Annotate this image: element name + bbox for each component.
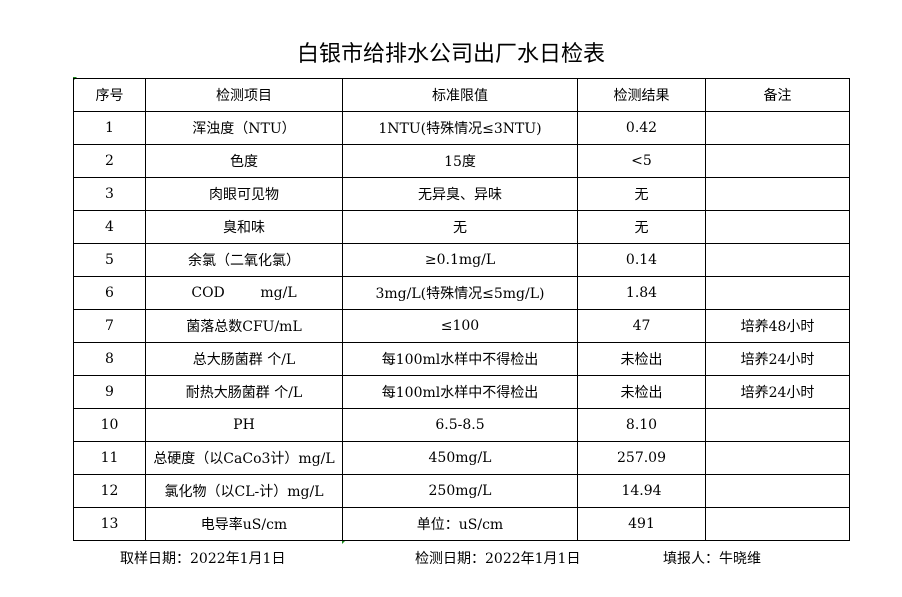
cell-index[interactable]: 12	[73, 474, 146, 508]
table-row: 10 PH 6.5-8.5 8.10	[73, 408, 850, 442]
header-standard: 标准限值	[342, 78, 578, 112]
inspection-table: 序号 检测项目 标准限值 检测结果 备注 1 浑浊度（NTU） 1NTU(特殊情况≤3NTU)…	[73, 78, 850, 541]
header-row: 序号 检测项目 标准限值 检测结果 备注	[73, 78, 850, 112]
header-item: 检测项目	[145, 78, 343, 112]
cell-index[interactable]: 13	[73, 507, 146, 541]
cell-remark[interactable]	[705, 111, 850, 145]
header-index: 序号	[73, 78, 146, 112]
cell-remark[interactable]	[705, 210, 850, 244]
table-row: 8 总大肠菌群 个/L 每100ml水样中不得检出 未检出 培养24小时	[73, 342, 850, 376]
page-title: 白银市给排水公司出厂水日检表	[296, 42, 605, 67]
table-row: 2 色度 15度 <5	[73, 144, 850, 178]
cell-remark[interactable]	[705, 243, 850, 277]
cell-remark[interactable]: 培养24小时	[705, 375, 850, 409]
cell-item[interactable]: 总硬度（以CaCo3计）mg/L	[145, 441, 343, 475]
table-row: 13 电导率uS/cm 单位：uS/cm 491	[73, 507, 850, 541]
cell-item[interactable]: 余氯（二氧化氯）	[145, 243, 343, 277]
table-row: 3 肉眼可见物 无异臭、异味无	[73, 177, 850, 211]
cell-remark[interactable]: 培养24小时	[705, 342, 850, 376]
cell-standard[interactable]: ≥0.1mg/L	[342, 243, 578, 277]
cell-result[interactable]: 0.14	[577, 243, 706, 277]
cell-standard[interactable]: ≤100	[342, 309, 578, 343]
cell-remark[interactable]: 培养48小时	[705, 309, 850, 343]
cell-standard[interactable]: 3mg/L(特殊情况≤5mg/L)	[342, 276, 578, 310]
cell-item[interactable]: 色度	[145, 144, 343, 178]
reporter: 填报人：牛晓维	[663, 551, 761, 567]
cell-item[interactable]: 总大肠菌群 个/L	[145, 342, 343, 376]
cell-result[interactable]: 1.84	[577, 276, 706, 310]
cell-result[interactable]: 0.42	[577, 111, 706, 145]
cell-standard[interactable]: 250mg/L	[342, 474, 578, 508]
cell-standard[interactable]: 无异臭、异味	[342, 177, 578, 211]
cell-result[interactable]: 257.09	[577, 441, 706, 475]
cell-standard[interactable]: 6.5-8.5	[342, 408, 578, 442]
table-row: 4 臭和味无无	[73, 210, 850, 244]
table-row: 12 氯化物（以CL-计）mg/L 250mg/L 14.94	[73, 474, 850, 508]
cell-index[interactable]: 6	[73, 276, 146, 310]
cell-item[interactable]: 耐热大肠菌群 个/L	[145, 375, 343, 409]
cell-item[interactable]: 臭和味	[145, 210, 343, 244]
cell-index[interactable]: 7	[73, 309, 146, 343]
table-row: 5 余氯（二氧化氯） ≥0.1mg/L 0.14	[73, 243, 850, 277]
table-row: 1 浑浊度（NTU） 1NTU(特殊情况≤3NTU) 0.42	[73, 111, 850, 145]
cell-result[interactable]: 491	[577, 507, 706, 541]
cell-index[interactable]: 8	[73, 342, 146, 376]
cell-result[interactable]: 14.94	[577, 474, 706, 508]
cell-standard[interactable]: 单位：uS/cm	[342, 507, 578, 541]
table-row: 11 总硬度（以CaCo3计）mg/L 450mg/L 257.09	[73, 441, 850, 475]
cell-marker-icon	[342, 540, 346, 544]
cell-index[interactable]: 4	[73, 210, 146, 244]
header-result: 检测结果	[577, 78, 706, 112]
cell-standard[interactable]: 15度	[342, 144, 578, 178]
cell-result[interactable]: 无	[577, 210, 706, 244]
cell-index[interactable]: 9	[73, 375, 146, 409]
test-date: 检测日期：2022年1月1日	[415, 551, 581, 567]
cell-index[interactable]: 5	[73, 243, 146, 277]
header-remark: 备注	[705, 78, 850, 112]
cell-result[interactable]: 8.10	[577, 408, 706, 442]
cell-index[interactable]: 11	[73, 441, 146, 475]
cell-item[interactable]: PH	[145, 408, 343, 442]
cell-standard[interactable]: 每100ml水样中不得检出	[342, 342, 578, 376]
table-row: 7 菌落总数CFU/mL ≤100 47 培养48小时	[73, 309, 850, 343]
cell-standard[interactable]: 1NTU(特殊情况≤3NTU)	[342, 111, 578, 145]
cell-index[interactable]: 1	[73, 111, 146, 145]
cell-item[interactable]: 浑浊度（NTU）	[145, 111, 343, 145]
cell-result[interactable]: 未检出	[577, 342, 706, 376]
cell-standard[interactable]: 无	[342, 210, 578, 244]
cell-remark[interactable]	[705, 276, 850, 310]
cell-item[interactable]: 菌落总数CFU/mL	[145, 309, 343, 343]
cell-result[interactable]: 无	[577, 177, 706, 211]
cell-item[interactable]: 肉眼可见物	[145, 177, 343, 211]
cell-standard[interactable]: 每100ml水样中不得检出	[342, 375, 578, 409]
cell-result[interactable]: 未检出	[577, 375, 706, 409]
cell-result[interactable]: <5	[577, 144, 706, 178]
cell-standard[interactable]: 450mg/L	[342, 441, 578, 475]
cell-remark[interactable]	[705, 441, 850, 475]
cell-item[interactable]: 电导率uS/cm	[145, 507, 343, 541]
cell-index[interactable]: 10	[73, 408, 146, 442]
cell-item[interactable]: 氯化物（以CL-计）mg/L	[145, 474, 343, 508]
cell-item[interactable]: COD mg/L	[145, 276, 343, 310]
cell-remark[interactable]	[705, 177, 850, 211]
cell-result[interactable]: 47	[577, 309, 706, 343]
cell-remark[interactable]	[705, 474, 850, 508]
cell-remark[interactable]	[705, 507, 850, 541]
cell-index[interactable]: 2	[73, 144, 146, 178]
table-row: 9 耐热大肠菌群 个/L 每100ml水样中不得检出 未检出 培养24小时	[73, 375, 850, 409]
table-row: 6 COD mg/L 3mg/L(特殊情况≤5mg/L) 1.84	[73, 276, 850, 310]
cell-remark[interactable]	[705, 408, 850, 442]
cell-index[interactable]: 3	[73, 177, 146, 211]
sample-date: 取样日期：2022年1月1日	[120, 551, 286, 567]
cell-remark[interactable]	[705, 144, 850, 178]
